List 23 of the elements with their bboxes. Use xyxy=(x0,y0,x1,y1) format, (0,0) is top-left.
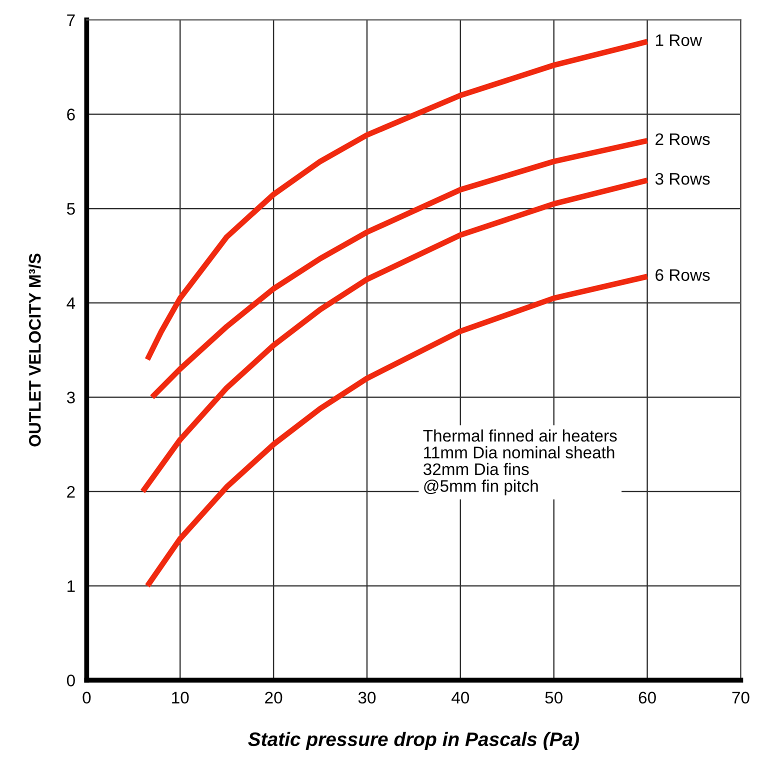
x-tick-label: 0 xyxy=(82,692,91,704)
series-label: 2 Rows xyxy=(656,133,710,146)
x-tick-label: 10 xyxy=(172,692,189,704)
y-tick-label: 1 xyxy=(68,580,75,592)
x-tick-label: 40 xyxy=(452,692,470,704)
x-tick-label: 30 xyxy=(358,692,376,704)
y-tick-label: 0 xyxy=(66,674,75,686)
x-tick-label: 70 xyxy=(732,692,750,704)
series-label: 3 Rows xyxy=(655,172,710,185)
y-tick-label: 6 xyxy=(67,108,75,120)
y-tick-label: 4 xyxy=(66,297,76,309)
series-label: 1 Row xyxy=(656,34,702,46)
x-axis-title: Static pressure drop in Pascals (Pa) xyxy=(248,732,580,750)
y-tick-label: 5 xyxy=(66,203,75,215)
y-tick-label: 2 xyxy=(67,486,75,498)
y-tick-label: 7 xyxy=(67,14,75,26)
x-tick-label: 60 xyxy=(638,692,656,704)
x-tick-label: 20 xyxy=(265,692,282,704)
y-tick-label: 3 xyxy=(66,392,75,404)
series-label: 6 Rows xyxy=(656,269,710,281)
annotation: Thermal finned air heaters 11mm Dia nominal sheath 32mm Dia fins @5mm fin pitch xyxy=(423,429,617,496)
y-axis-title: OUTLET VELOCITY M³/S xyxy=(28,254,41,446)
x-tick-label: 50 xyxy=(545,692,562,704)
